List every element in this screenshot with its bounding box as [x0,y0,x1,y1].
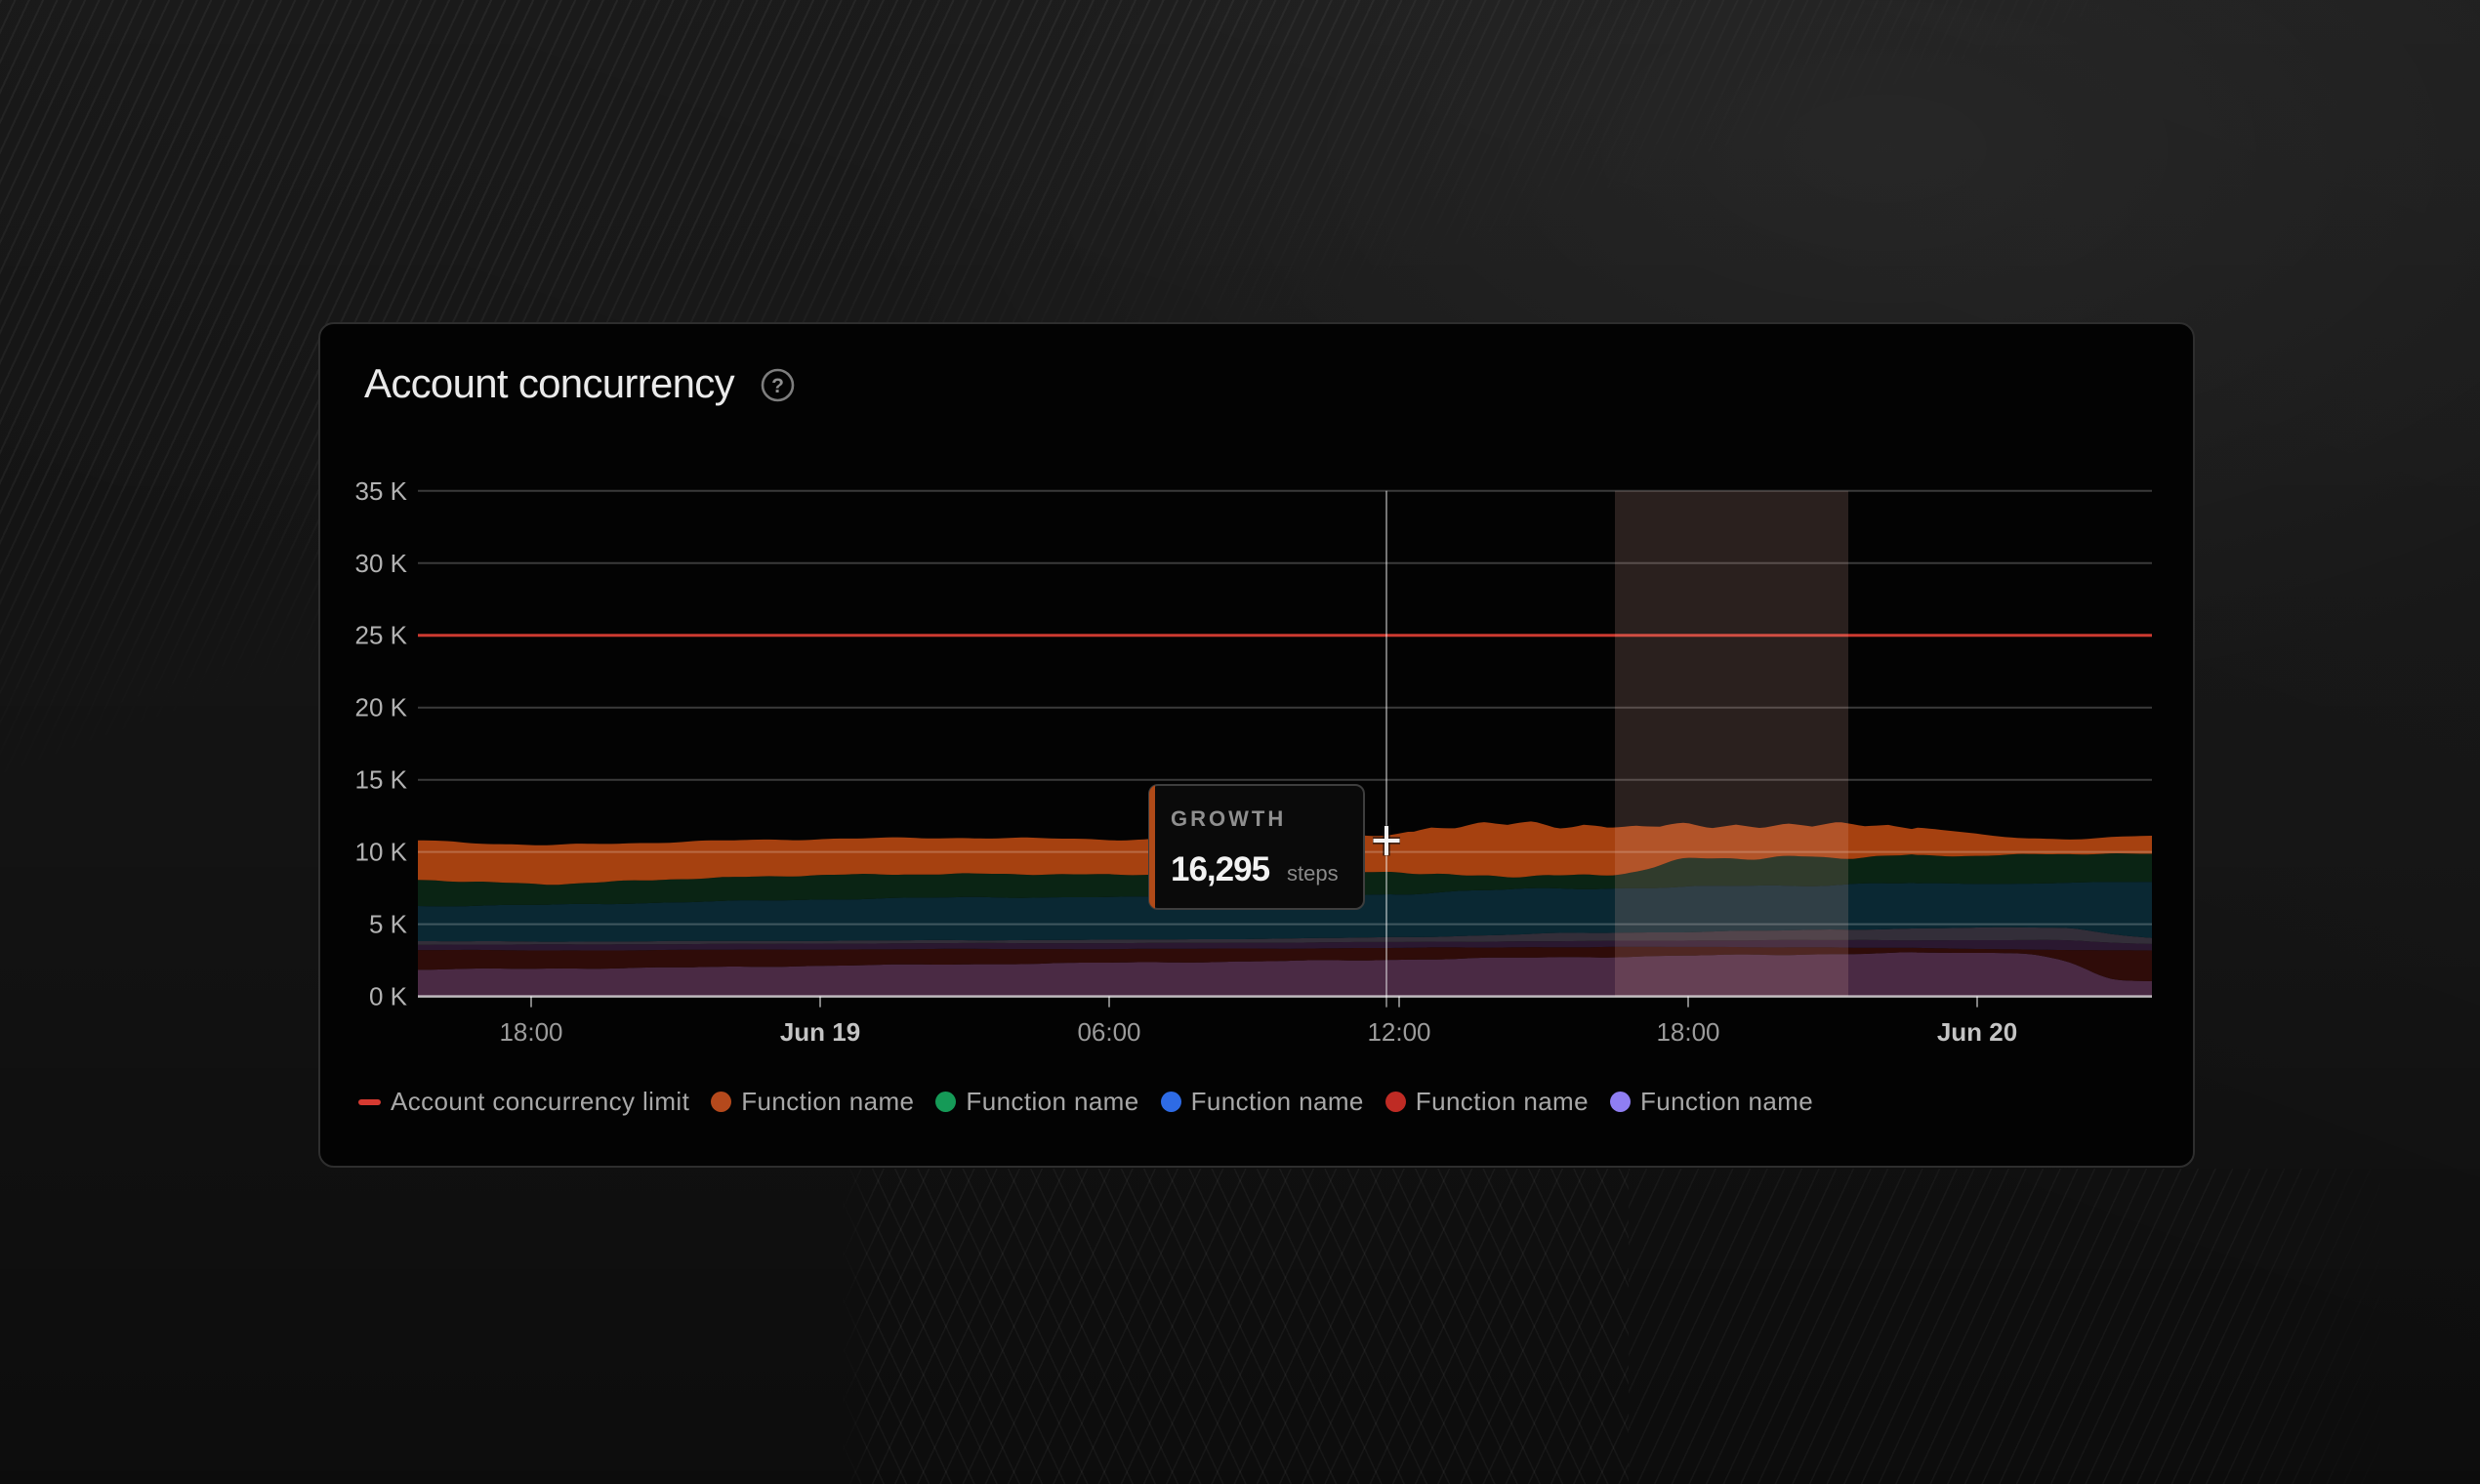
svg-text:5 K: 5 K [369,910,408,939]
svg-text:15 K: 15 K [355,765,408,795]
svg-text:18:00: 18:00 [1656,1017,1719,1047]
svg-text:GROWTH: GROWTH [1171,806,1286,831]
svg-text:Jun 19: Jun 19 [780,1017,860,1047]
svg-text:25 K: 25 K [355,621,408,650]
svg-text:06:00: 06:00 [1077,1017,1140,1047]
svg-text:30 K: 30 K [355,549,408,578]
svg-text:20 K: 20 K [355,693,408,722]
svg-text:35 K: 35 K [355,476,408,506]
svg-text:18:00: 18:00 [499,1017,562,1047]
svg-text:0 K: 0 K [369,982,408,1011]
svg-text:?: ? [771,375,784,397]
svg-text:Jun 20: Jun 20 [1937,1017,2017,1047]
svg-text:12:00: 12:00 [1367,1017,1430,1047]
svg-text:steps: steps [1287,861,1339,886]
svg-text:10 K: 10 K [355,838,408,867]
svg-text:16,295: 16,295 [1171,850,1270,888]
